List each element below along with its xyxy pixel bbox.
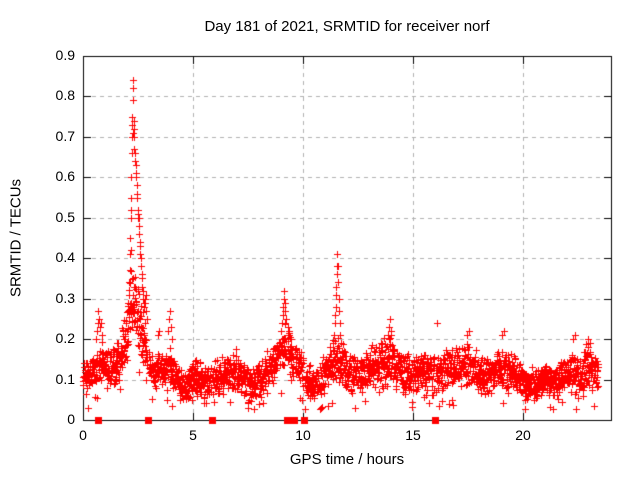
y-tick-label: 0.1 xyxy=(55,370,75,387)
chart-title: Day 181 of 2021, SRMTID for receiver nor… xyxy=(204,18,490,35)
y-tick-label: 0.9 xyxy=(55,47,75,63)
x-tick-label: 10 xyxy=(295,427,311,443)
x-tick-label: 5 xyxy=(189,427,197,443)
y-tick-label: 0.3 xyxy=(55,289,75,306)
y-tick-label: 0.7 xyxy=(55,127,75,144)
x-axis-label: GPS time / hours xyxy=(289,451,405,468)
y-axis-label: SRMTID / TECUs xyxy=(7,178,25,298)
y-tick-label: 0 xyxy=(67,411,75,427)
y-tick-label: 0.8 xyxy=(55,87,75,104)
y-tick-label: 0.2 xyxy=(55,330,75,347)
x-tick-label: 15 xyxy=(405,427,421,443)
x-tick-label: 20 xyxy=(515,427,531,443)
x-tick-label: 0 xyxy=(79,427,87,443)
y-tick-label: 0.6 xyxy=(55,168,75,185)
y-tick-label: 0.5 xyxy=(55,208,75,225)
y-tick-label: 0.4 xyxy=(55,249,75,266)
